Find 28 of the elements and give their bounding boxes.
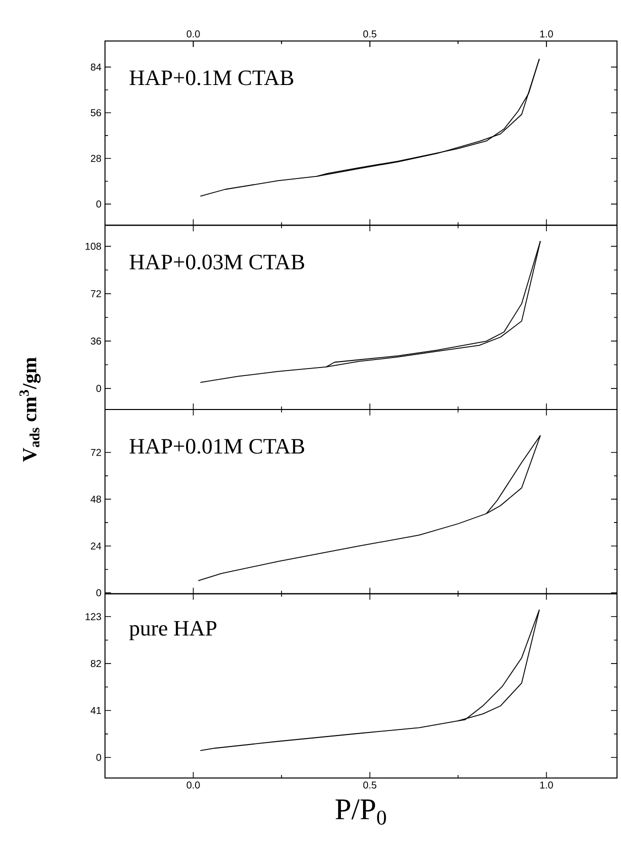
y-tick-label: 0 [96, 384, 102, 392]
annotation: HAP+0.1M CTAB [130, 70, 294, 86]
y-tick-label: 56 [90, 109, 102, 116]
x2-tick-label: 0.0 [186, 30, 200, 38]
y-tick-label: 0 [96, 589, 102, 596]
x2-tick-label: 1.0 [540, 30, 553, 38]
y-tick-label: 48 [90, 496, 102, 503]
x-tick-label: 1.0 [540, 782, 553, 789]
y-tick-label: 36 [90, 338, 102, 345]
y-tick-label: 0 [96, 200, 102, 208]
y-tick-label: 84 [90, 64, 102, 71]
annotation: HAP+0.01M CTAB [130, 438, 304, 454]
x2-tick-label: 0.5 [363, 30, 376, 38]
y-axis-title: V$_{ads}$ cm$^{3}$/gm [19, 357, 41, 462]
x-axis-title: P/P$_{0}$ [336, 799, 386, 825]
x-tick-label: 0.5 [363, 782, 376, 789]
y-tick-label: 0 [96, 754, 102, 761]
annotation: HAP+0.03M CTAB [130, 254, 304, 270]
y-tick-label: 28 [90, 154, 102, 162]
annotation: pure HAP [129, 621, 216, 640]
y-tick-label: 41 [90, 707, 101, 714]
y-tick-label: 72 [90, 448, 101, 456]
y-tick-label: 123 [86, 613, 102, 620]
y-tick-label: 24 [90, 542, 102, 550]
x-tick-label: 0.0 [186, 782, 200, 789]
y-tick-label: 108 [86, 242, 102, 250]
y-tick-label: 82 [90, 660, 101, 668]
y-tick-label: 72 [90, 290, 101, 298]
